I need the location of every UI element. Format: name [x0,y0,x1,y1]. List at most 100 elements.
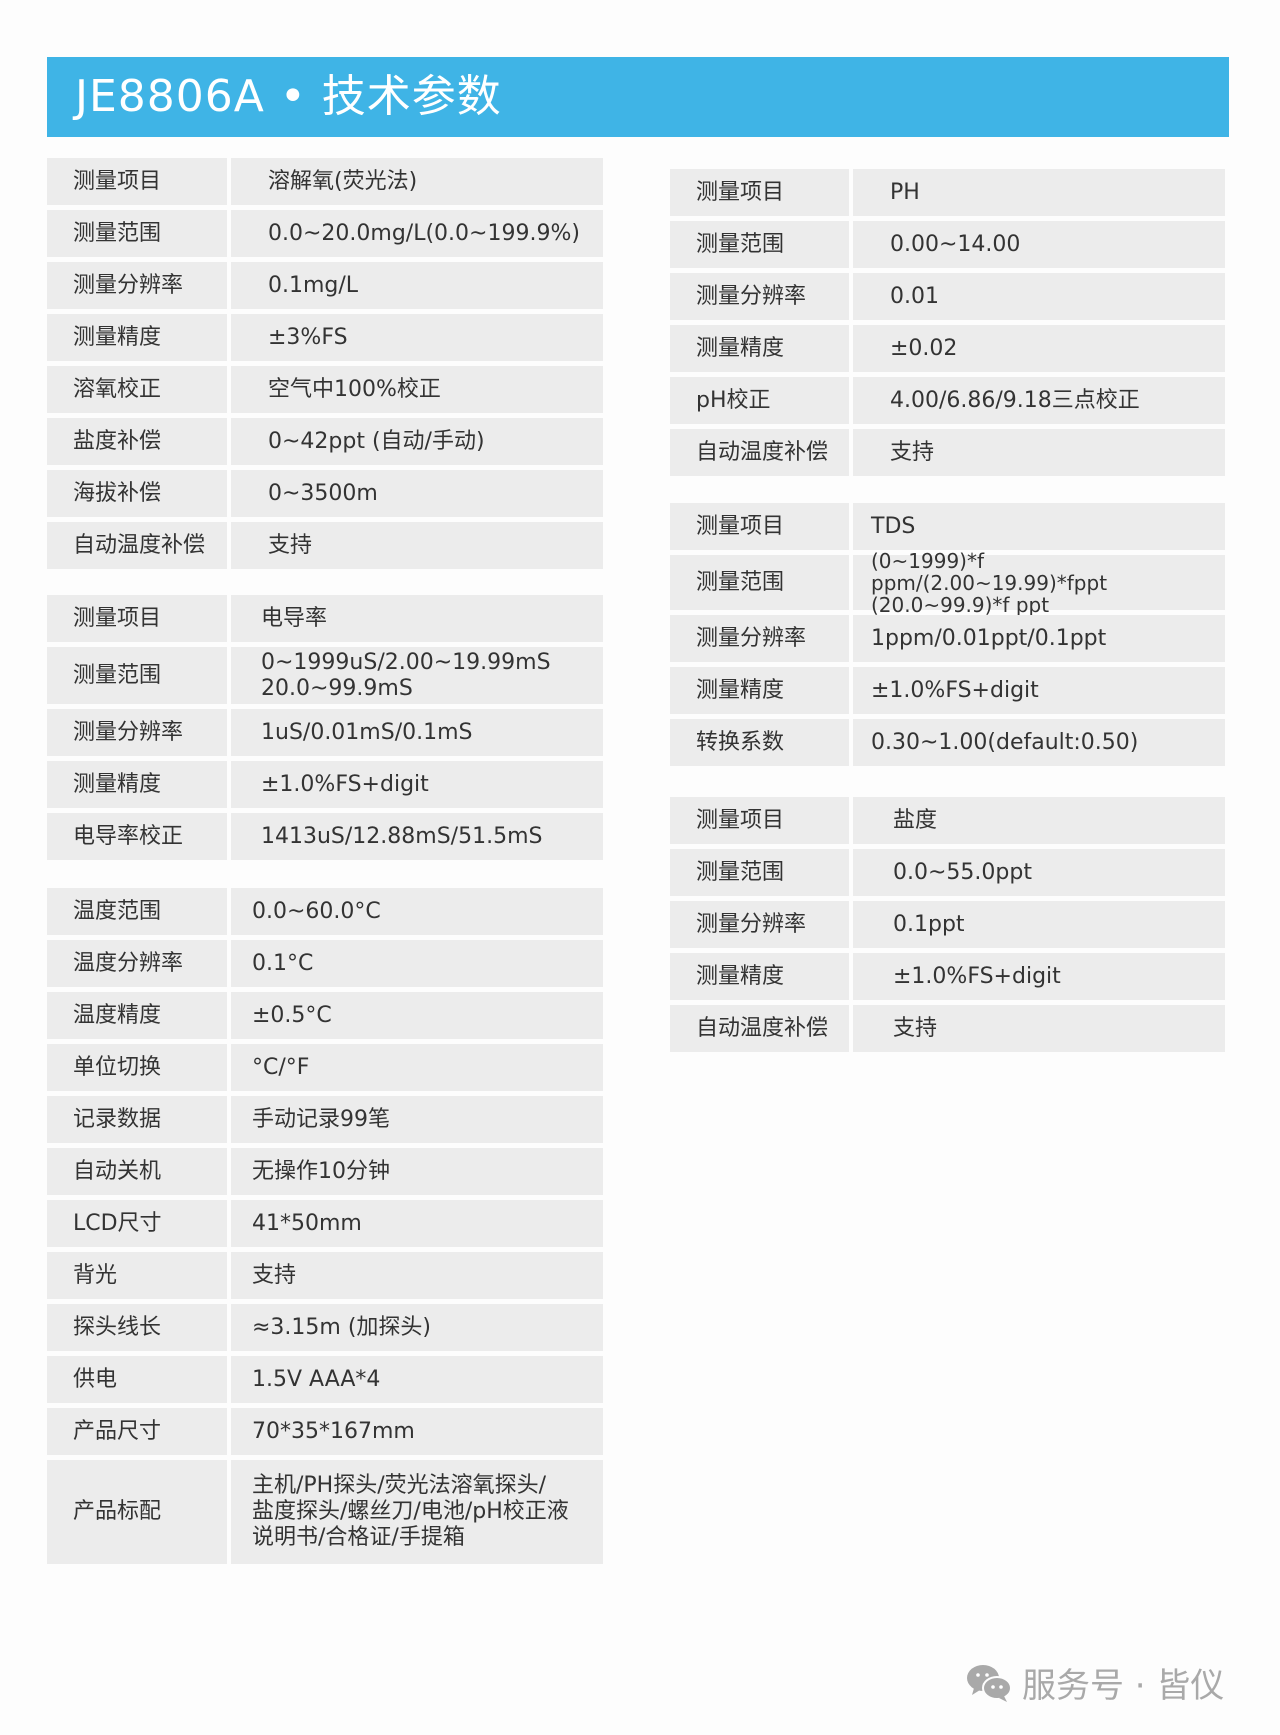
spec-label: 单位切换 [47,1044,227,1091]
spec-value: 0.00~14.00 [853,221,1225,268]
spec-label: 背光 [47,1252,227,1299]
spec-value: 无操作10分钟 [231,1148,603,1195]
spec-value: ≈3.15m (加探头) [231,1304,603,1351]
table-row: 单位切换 °C/°F [47,1044,603,1091]
table-row: 转换系数 0.30~1.00(default:0.50) [670,719,1225,766]
spec-value: 盐度 [853,797,1225,844]
table-row: 测量精度 ±1.0%FS+digit [47,761,603,808]
spec-value: ±0.5°C [231,992,603,1039]
spec-value: 支持 [231,522,603,569]
table-row: 测量范围 0.00~14.00 [670,221,1225,268]
spec-label: 测量项目 [47,158,227,205]
spec-value: ±1.0%FS+digit [231,761,603,808]
spec-label: 测量范围 [47,210,227,257]
spec-value: 0.30~1.00(default:0.50) [853,719,1225,766]
spec-value: 手动记录99笔 [231,1096,603,1143]
table-row: pH校正 4.00/6.86/9.18三点校正 [670,377,1225,424]
table-row: 测量项目 盐度 [670,797,1225,844]
table-row: 测量分辨率 1ppm/0.01ppt/0.1ppt [670,615,1225,662]
table-row: 背光 支持 [47,1252,603,1299]
watermark-text: 服务号 · 皆仪 [1022,1666,1225,1706]
spec-value: 0~1999uS/2.00~19.99mS 20.0~99.9mS [231,647,603,704]
spec-label: 供电 [47,1356,227,1403]
spec-label: 温度分辨率 [47,940,227,987]
spec-table-conductivity: 测量项目 电导率测量范围 0~1999uS/2.00~19.99mS 20.0~99… [47,595,603,865]
spec-table-tds: 测量项目 TDS 测量范围 (0~1999)*f ppm/(2.00~19.99)*f… [670,503,1225,771]
spec-label: 测量分辨率 [670,615,849,662]
spec-label: 转换系数 [670,719,849,766]
spec-label: 温度精度 [47,992,227,1039]
spec-value: 0.0~60.0°C [231,888,603,935]
spec-value: 1uS/0.01mS/0.1mS [231,709,603,756]
spec-table-general: 温度范围 0.0~60.0°C 温度分辨率 0.1°C 温度精度 ±0.5°C 单位切换 °C… [47,888,603,1569]
table-row: 温度范围 0.0~60.0°C [47,888,603,935]
table-row: 测量范围 (0~1999)*f ppm/(2.00~19.99)*fppt (20… [670,550,1225,616]
spec-value: 0.0~20.0mg/L(0.0~199.9%) [231,210,603,257]
table-row: 测量分辨率 1uS/0.01mS/0.1mS [47,709,603,756]
spec-table-do: 测量项目 溶解氧(荧光法) 测量范围 0.0~20.0mg/L(0.0~199.9%)… [47,158,603,574]
spec-label: 测量范围 [670,849,849,896]
table-row: 测量范围 0~1999uS/2.00~19.99mS 20.0~99.9mS [47,647,603,704]
spec-label: 溶氧校正 [47,366,227,413]
spec-value: 0.1°C [231,940,603,987]
spec-label: 测量范围 [670,221,849,268]
spec-value: 70*35*167mm [231,1408,603,1455]
spec-label: 产品标配 [47,1460,227,1564]
table-row: 测量项目 TDS [670,503,1225,550]
spec-table-salinity: 测量项目 盐度 测量范围 0.0~55.0ppt 测量分辨率 0.1ppt 测量精度 ±1.0… [670,797,1225,1057]
table-row: 测量项目 电导率 [47,595,603,642]
spec-label: 测量精度 [670,325,849,372]
spec-value: 1ppm/0.01ppt/0.1ppt [853,615,1225,662]
spec-value: °C/°F [231,1044,603,1091]
table-row: 测量项目 溶解氧(荧光法) [47,158,603,205]
spec-label: LCD尺寸 [47,1200,227,1247]
table-row: 自动温度补偿 支持 [670,1005,1225,1052]
table-row: 探头线长 ≈3.15m (加探头) [47,1304,603,1351]
spec-label: 电导率校正 [47,813,227,860]
table-row: 测量精度 ±1.0%FS+digit [670,953,1225,1000]
table-row: 盐度补偿 0~42ppt (自动/手动) [47,418,603,465]
table-row: 自动关机 无操作10分钟 [47,1148,603,1195]
spec-label: 测量分辨率 [47,262,227,309]
spec-value: (0~1999)*f ppm/(2.00~19.99)*fppt (20.0~9… [853,550,1225,616]
spec-label: 测量项目 [670,169,849,216]
title-banner: JE8806A • 技术参数 [47,57,1229,137]
spec-label: 记录数据 [47,1096,227,1143]
spec-value: 主机/PH探头/荧光法溶氧探头/ 盐度探头/螺丝刀/电池/pH校正液 说明书/合… [231,1460,603,1564]
spec-value: PH [853,169,1225,216]
table-row: 测量项目 PH [670,169,1225,216]
page-title: JE8806A • 技术参数 [75,71,502,122]
table-row: 自动温度补偿 支持 [47,522,603,569]
spec-value: 0~42ppt (自动/手动) [231,418,603,465]
spec-value: 支持 [853,429,1225,476]
table-row: 自动温度补偿 支持 [670,429,1225,476]
spec-label: 产品尺寸 [47,1408,227,1455]
spec-value: 4.00/6.86/9.18三点校正 [853,377,1225,424]
spec-value: 0.0~55.0ppt [853,849,1225,896]
spec-label: pH校正 [670,377,849,424]
spec-value: 电导率 [231,595,603,642]
table-row: 产品尺寸 70*35*167mm [47,1408,603,1455]
table-row: LCD尺寸 41*50mm [47,1200,603,1247]
spec-label: 测量精度 [47,761,227,808]
table-row: 产品标配 主机/PH探头/荧光法溶氧探头/ 盐度探头/螺丝刀/电池/pH校正液 说… [47,1460,603,1564]
table-row: 测量精度 ±3%FS [47,314,603,361]
spec-value: 支持 [853,1005,1225,1052]
table-row: 测量分辨率 0.1mg/L [47,262,603,309]
spec-label: 自动温度补偿 [670,429,849,476]
spec-label: 测量分辨率 [670,901,849,948]
spec-label: 自动关机 [47,1148,227,1195]
table-row: 温度分辨率 0.1°C [47,940,603,987]
table-row: 供电 1.5V AAA*4 [47,1356,603,1403]
table-row: 测量分辨率 0.1ppt [670,901,1225,948]
table-row: 海拔补偿 0~3500m [47,470,603,517]
spec-value: 空气中100%校正 [231,366,603,413]
spec-label: 测量项目 [47,595,227,642]
table-row: 温度精度 ±0.5°C [47,992,603,1039]
table-row: 记录数据 手动记录99笔 [47,1096,603,1143]
spec-value: 0.1mg/L [231,262,603,309]
spec-label: 测量精度 [670,953,849,1000]
table-row: 溶氧校正 空气中100%校正 [47,366,603,413]
spec-value: 0.1ppt [853,901,1225,948]
table-row: 电导率校正 1413uS/12.88mS/51.5mS [47,813,603,860]
